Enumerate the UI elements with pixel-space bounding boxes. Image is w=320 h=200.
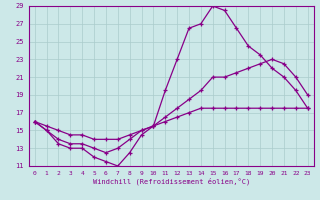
X-axis label: Windchill (Refroidissement éolien,°C): Windchill (Refroidissement éolien,°C): [92, 177, 250, 185]
